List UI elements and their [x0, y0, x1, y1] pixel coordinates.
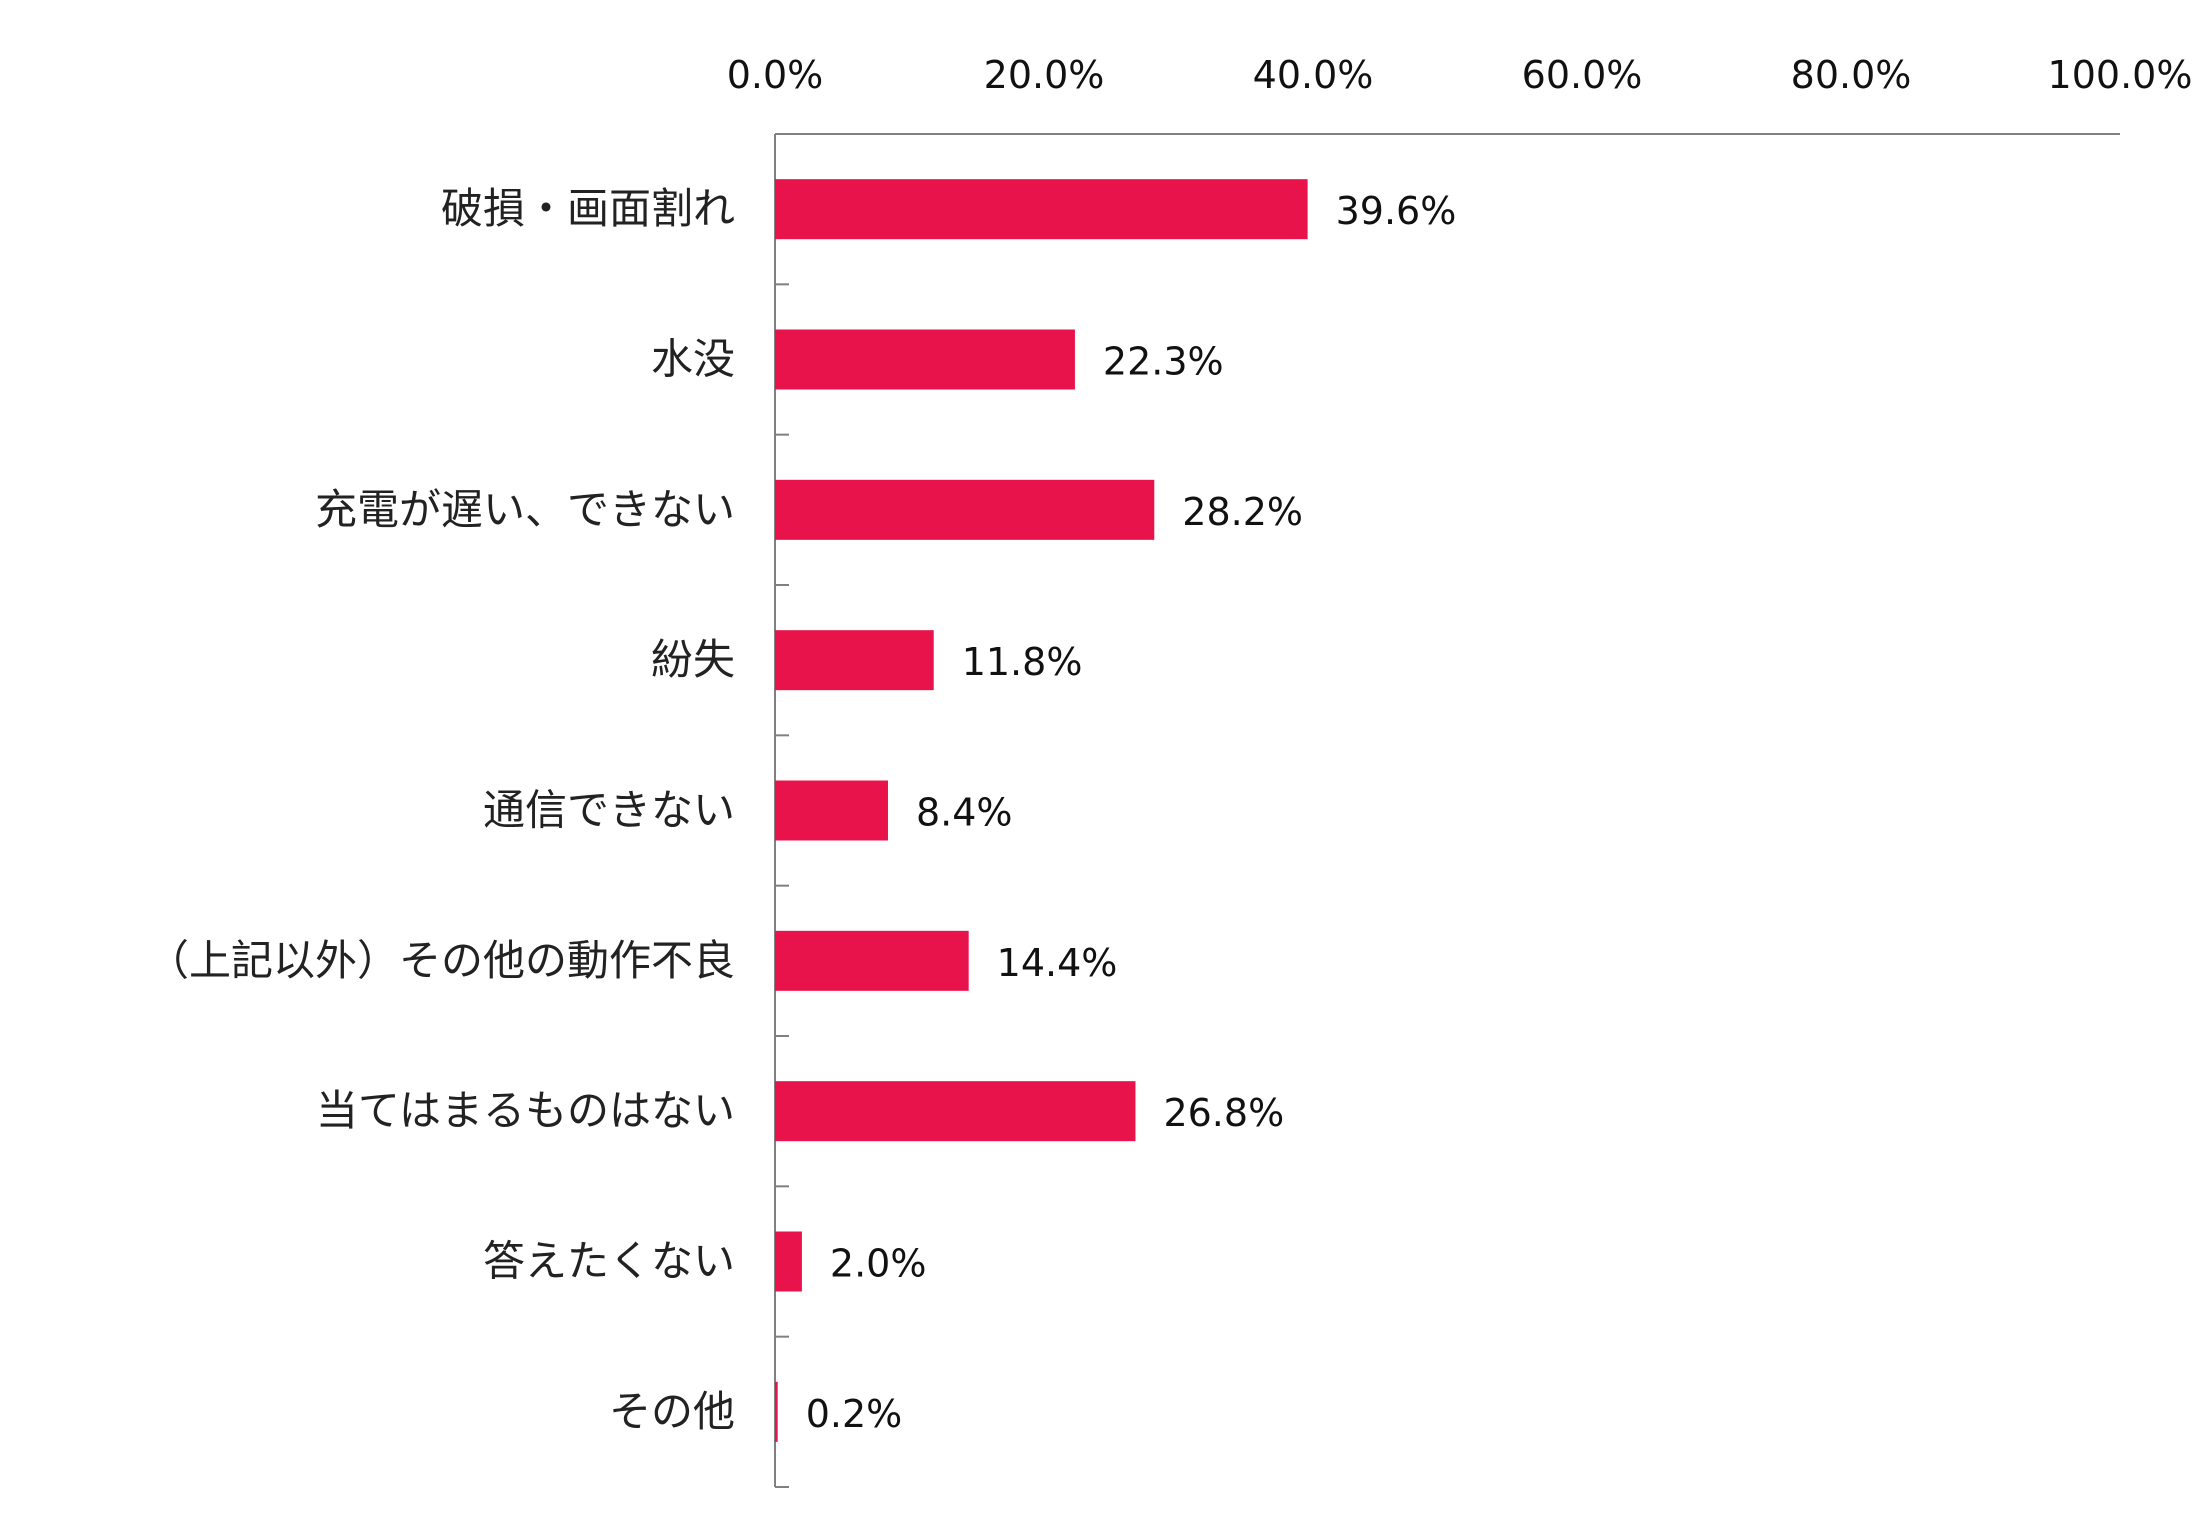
x-tick-label: 20.0% [984, 53, 1105, 97]
category-label: 紛失 [651, 635, 735, 684]
bar [775, 479, 1155, 540]
bar-value-label: 8.4% [916, 791, 1013, 835]
category-label: 当てはまるものはない [316, 1086, 735, 1135]
bars [775, 179, 1308, 1442]
category-label: 答えたくない [483, 1237, 735, 1286]
bar-value-label: 11.8% [962, 640, 1083, 684]
bar-value-label: 2.0% [830, 1242, 927, 1286]
category-label: その他 [609, 1387, 735, 1436]
bar-value-label: 26.8% [1163, 1091, 1284, 1135]
x-tick-label: 40.0% [1253, 53, 1374, 97]
x-tick-label: 100.0% [2048, 53, 2193, 97]
category-label: （上記以外）その他の動作不良 [147, 936, 735, 985]
x-tick-label: 0.0% [727, 53, 824, 97]
category-label: 破損・画面割れ [441, 184, 735, 233]
x-tick-label: 60.0% [1522, 53, 1643, 97]
bar [775, 630, 934, 691]
x-tick-label: 80.0% [1791, 53, 1912, 97]
bar-value-label: 28.2% [1182, 490, 1303, 534]
bar-value-label: 39.6% [1336, 189, 1457, 233]
bar [775, 930, 969, 991]
x-axis: 0.0% 20.0% 40.0% 60.0% 80.0% 100.0% [727, 53, 2193, 135]
category-label: 充電が遅い、できない [315, 485, 735, 534]
bar [775, 1231, 802, 1292]
bar [775, 780, 888, 841]
bar [775, 329, 1075, 390]
category-label: 水没 [651, 335, 735, 384]
bar-value-label: 0.2% [806, 1392, 903, 1436]
category-label: 通信できない [483, 786, 735, 835]
bar [775, 179, 1308, 240]
value-labels: 39.6% 22.3% 28.2% 11.8% 8.4% 14.4% 26.8% 2.0% 0.… [806, 189, 1457, 1436]
bar-value-label: 14.4% [997, 941, 1118, 985]
bar [775, 1081, 1136, 1142]
bar-value-label: 22.3% [1103, 340, 1224, 384]
bar [775, 1381, 778, 1442]
